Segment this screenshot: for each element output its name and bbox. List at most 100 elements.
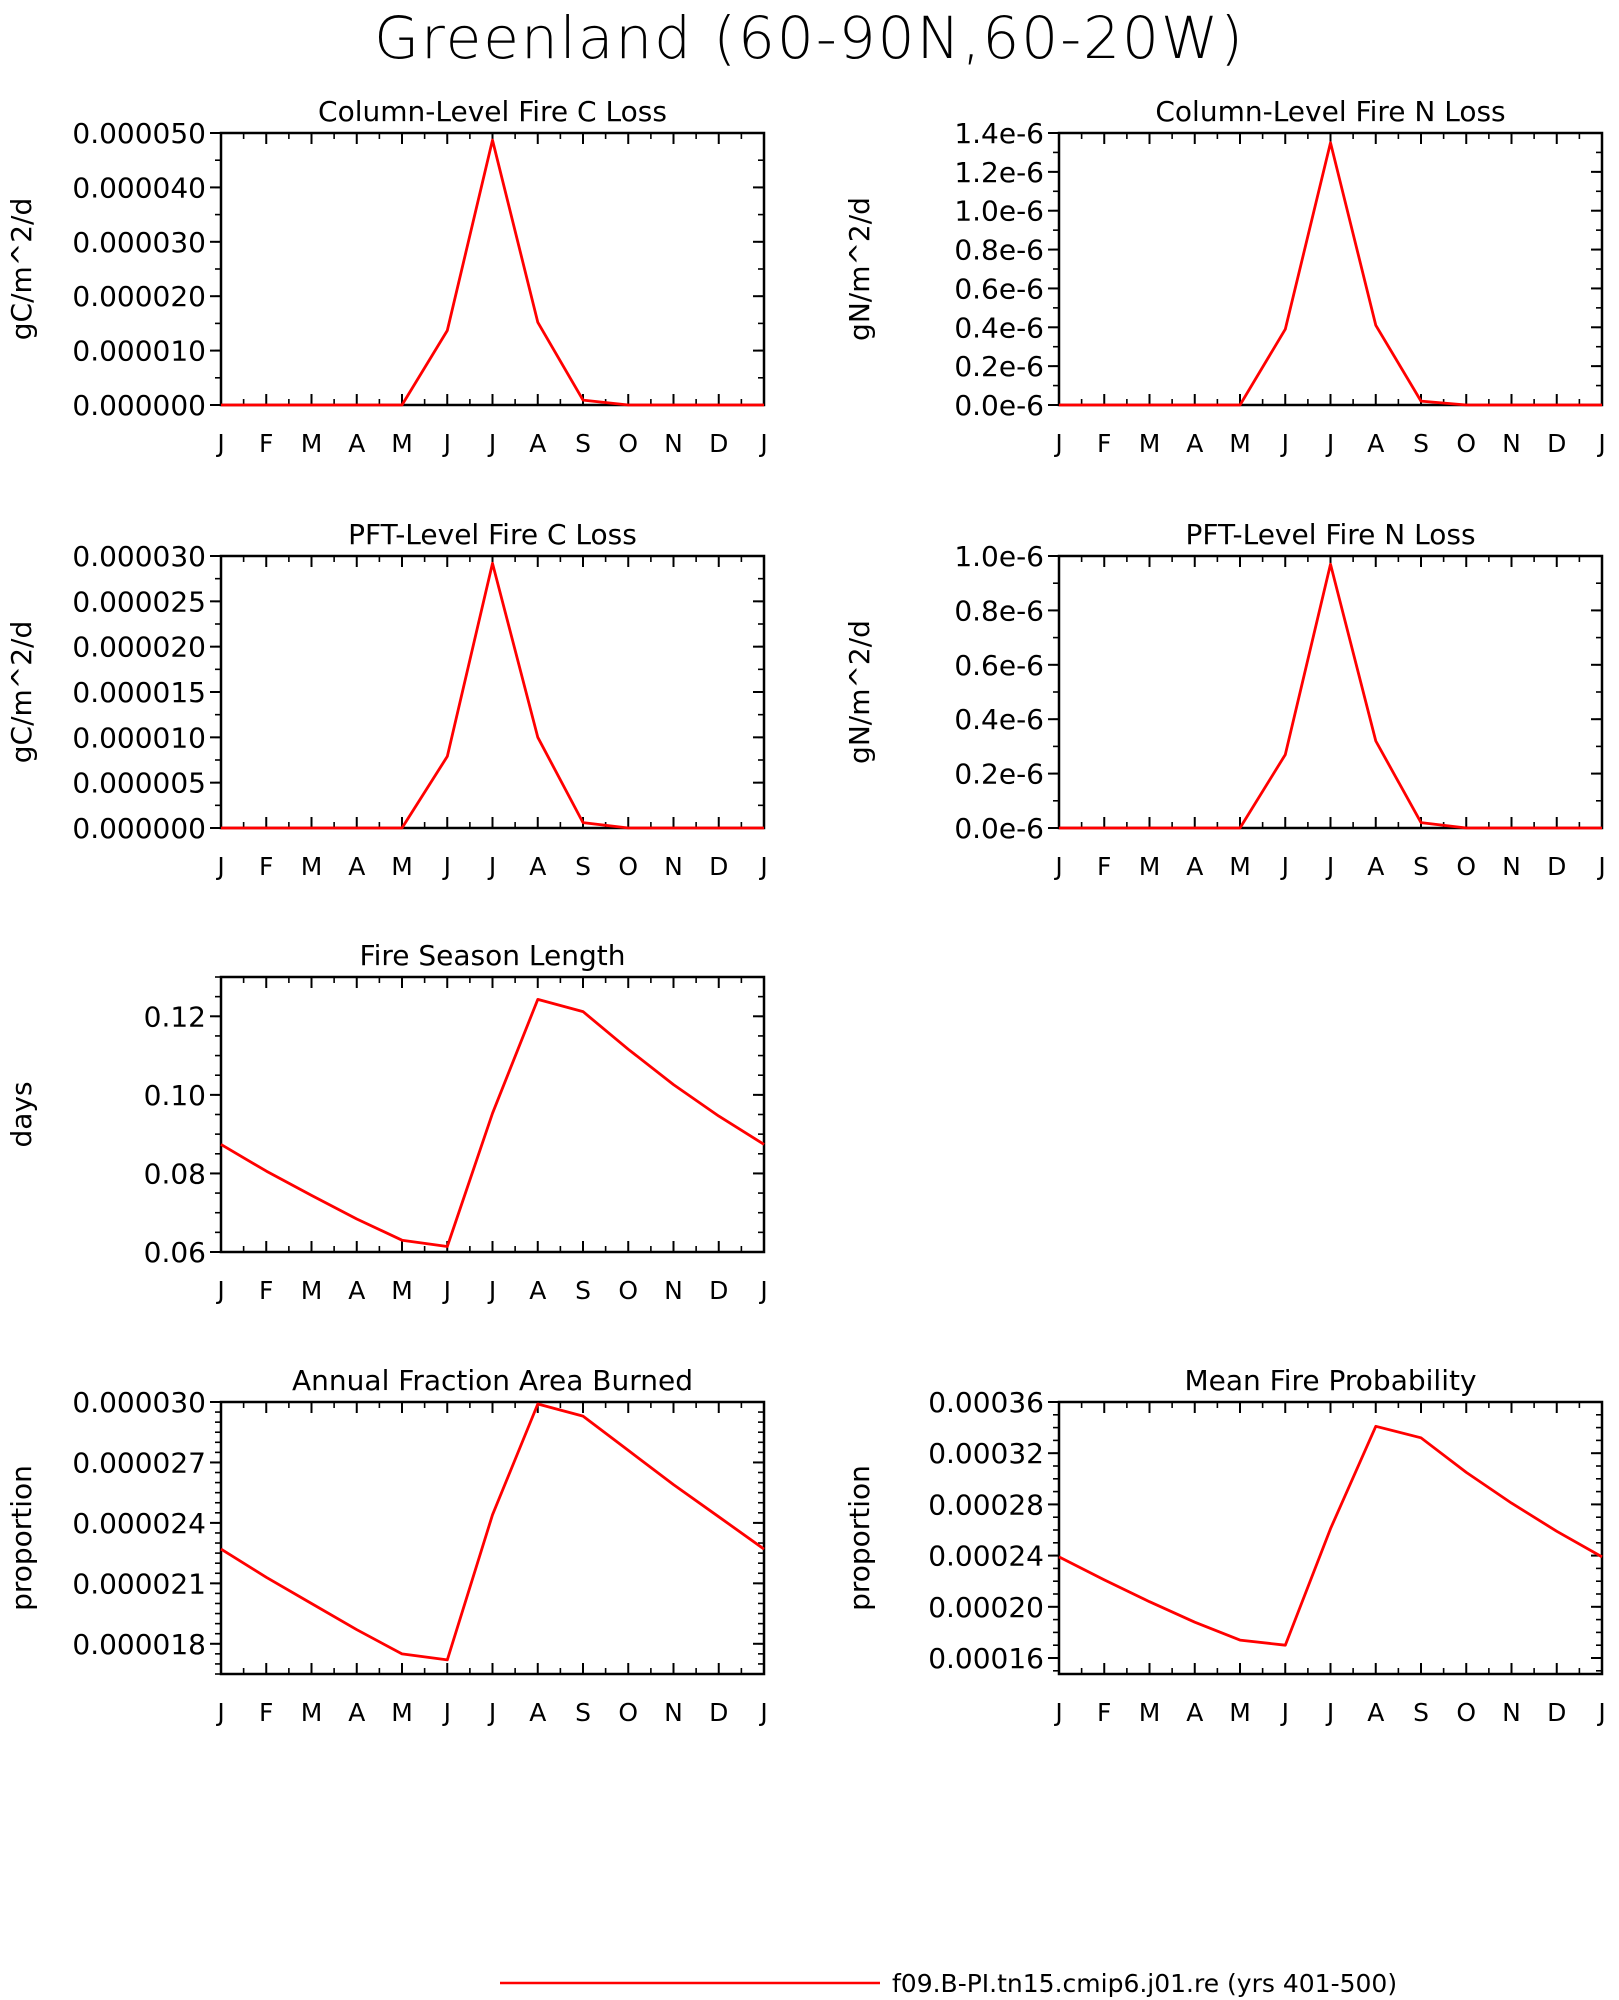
y-tick-label: 0.4e-6 xyxy=(954,311,1044,344)
x-tick-label: D xyxy=(709,1698,728,1727)
series-line xyxy=(220,1402,765,1662)
x-tick-label: F xyxy=(1097,429,1111,458)
chart-6: J F M A M J J A S O N D J0.0000180.0000210.0000240.0… xyxy=(5,1364,768,1727)
y-tick-label: 0.0e-6 xyxy=(954,389,1044,422)
y-tick-label: 0.6e-6 xyxy=(954,272,1044,305)
x-tick-label: S xyxy=(575,429,591,458)
x-tick-label: A xyxy=(529,1276,546,1305)
x-tick-label: N xyxy=(664,429,683,458)
plot-frame xyxy=(219,131,766,407)
y-tick-label: 0.0e-6 xyxy=(954,812,1044,845)
x-tick-label: J xyxy=(487,1276,496,1305)
y-tick-label: 0.08 xyxy=(144,1157,206,1190)
plot-frame xyxy=(1057,131,1604,407)
x-tick-label: A xyxy=(529,1698,546,1727)
x-tick-label: J xyxy=(215,1276,224,1305)
y-tick-label: 0.00032 xyxy=(928,1437,1044,1470)
x-tick-label: A xyxy=(1186,1698,1203,1727)
x-tick-label: M xyxy=(391,429,413,458)
y-tick-label: 0.12 xyxy=(144,1000,206,1033)
y-tick-label: 0.000000 xyxy=(72,812,206,845)
x-tick-label: J xyxy=(215,429,224,458)
x-tick-label: O xyxy=(1456,852,1476,881)
x-tick-label: S xyxy=(1413,429,1429,458)
plot-frame xyxy=(219,1400,766,1676)
x-tick-label: N xyxy=(1502,1698,1521,1727)
x-tick-label: S xyxy=(575,852,591,881)
x-tick-label: F xyxy=(259,852,273,881)
series-line xyxy=(1059,141,1602,407)
series-line xyxy=(221,138,764,407)
x-tick-label: J xyxy=(1325,852,1334,881)
y-axis-label: proportion xyxy=(843,1465,876,1611)
chart-title: Column-Level Fire N Loss xyxy=(1155,95,1505,128)
y-axis-label: gC/m^2/d xyxy=(5,621,38,764)
x-tick-label: F xyxy=(259,429,273,458)
x-tick-label: A xyxy=(348,1276,365,1305)
x-tick-label: J xyxy=(442,1698,451,1727)
series-line xyxy=(1058,1424,1603,1647)
x-tick-label: S xyxy=(575,1276,591,1305)
series-line xyxy=(220,998,765,1248)
x-tick-label: M xyxy=(391,1276,413,1305)
x-tick-label: F xyxy=(1097,852,1111,881)
x-tick-label: D xyxy=(709,852,728,881)
x-tick-label: M xyxy=(1229,852,1251,881)
plot-frame xyxy=(219,554,766,830)
y-tick-label: 0.000030 xyxy=(72,1386,206,1419)
x-tick-label: J xyxy=(758,1698,767,1727)
chart-title: Fire Season Length xyxy=(360,939,626,972)
x-tick-label: M xyxy=(301,429,323,458)
y-tick-label: 0.000040 xyxy=(72,171,206,204)
y-tick-label: 0.00016 xyxy=(928,1642,1044,1675)
chart-title: PFT-Level Fire N Loss xyxy=(1185,518,1475,551)
y-tick-label: 0.4e-6 xyxy=(954,703,1044,736)
figure-title: Greenland (60-90N,60-20W) xyxy=(374,4,1245,72)
y-tick-label: 0.000021 xyxy=(72,1567,206,1600)
x-tick-label: J xyxy=(1280,852,1289,881)
y-tick-label: 0.000030 xyxy=(72,226,206,259)
x-tick-label: M xyxy=(1139,1698,1161,1727)
x-tick-label: N xyxy=(664,1276,683,1305)
y-tick-label: 0.000027 xyxy=(72,1446,206,1479)
x-tick-label: J xyxy=(1053,852,1062,881)
x-tick-label: N xyxy=(664,1698,683,1727)
y-axis-label: gN/m^2/d xyxy=(843,620,876,764)
x-tick-label: M xyxy=(1229,1698,1251,1727)
y-tick-label: 0.000030 xyxy=(72,540,206,573)
x-tick-label: S xyxy=(1413,852,1429,881)
x-tick-label: J xyxy=(1280,429,1289,458)
y-tick-label: 0.000020 xyxy=(72,631,206,664)
x-tick-label: J xyxy=(1280,1698,1289,1727)
y-tick-label: 0.000000 xyxy=(72,389,206,422)
x-tick-label: J xyxy=(442,1276,451,1305)
x-tick-label: A xyxy=(348,429,365,458)
x-tick-label: J xyxy=(1053,429,1062,458)
legend-label: f09.B-PI.tn15.cmip6.j01.re (yrs 401-500) xyxy=(892,1969,1397,1998)
x-tick-label: A xyxy=(1367,852,1384,881)
x-tick-label: M xyxy=(301,1276,323,1305)
x-tick-label: J xyxy=(442,852,451,881)
x-tick-label: J xyxy=(758,1276,767,1305)
chart-3: J F M A M J J A S O N D J0.0000000.0000050.0000100.0… xyxy=(5,518,768,881)
chart-title: Mean Fire Probability xyxy=(1184,1364,1476,1397)
y-tick-label: 0.000024 xyxy=(72,1507,206,1540)
y-tick-label: 0.6e-6 xyxy=(954,649,1044,682)
x-tick-label: F xyxy=(259,1698,273,1727)
chart-2: J F M A M J J A S O N D J0.0e-60.2e-60.4e-60.6e-60.8… xyxy=(843,95,1606,458)
x-tick-label: J xyxy=(758,852,767,881)
x-tick-label: M xyxy=(1139,852,1161,881)
x-tick-label: O xyxy=(618,429,638,458)
x-tick-label: M xyxy=(1229,429,1251,458)
chart-title: Column-Level Fire C Loss xyxy=(318,95,667,128)
plot-frame xyxy=(1057,554,1604,830)
x-tick-label: D xyxy=(1547,429,1566,458)
y-tick-label: 1.4e-6 xyxy=(954,117,1044,150)
y-tick-label: 0.000010 xyxy=(72,721,206,754)
x-tick-label: J xyxy=(1596,1698,1605,1727)
y-tick-label: 0.000010 xyxy=(72,335,206,368)
series-line xyxy=(221,561,764,830)
x-tick-label: J xyxy=(1053,1698,1062,1727)
y-tick-label: 0.8e-6 xyxy=(954,594,1044,627)
